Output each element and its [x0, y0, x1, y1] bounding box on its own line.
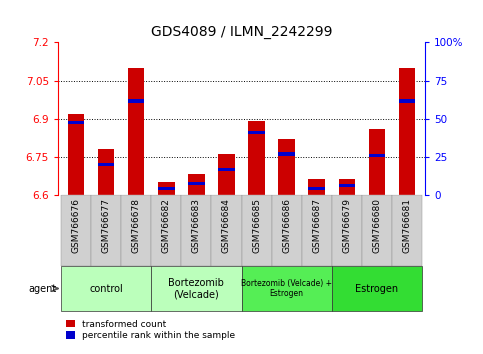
Bar: [188, 175, 205, 195]
Bar: [309, 187, 325, 190]
Bar: [188, 182, 205, 185]
FancyBboxPatch shape: [392, 195, 422, 266]
Bar: [248, 131, 265, 134]
Bar: [68, 121, 85, 124]
FancyBboxPatch shape: [91, 195, 121, 266]
FancyBboxPatch shape: [302, 195, 332, 266]
Bar: [398, 99, 415, 103]
Bar: [309, 179, 325, 195]
Text: GSM766681: GSM766681: [402, 198, 412, 253]
Text: Bortezomib
(Velcade): Bortezomib (Velcade): [169, 278, 224, 299]
FancyBboxPatch shape: [332, 195, 362, 266]
Text: GDS4089 / ILMN_2242299: GDS4089 / ILMN_2242299: [151, 25, 332, 39]
FancyBboxPatch shape: [121, 195, 151, 266]
Bar: [369, 154, 385, 157]
Bar: [278, 153, 295, 156]
Bar: [128, 68, 144, 195]
Bar: [339, 179, 355, 195]
Bar: [248, 121, 265, 195]
Bar: [98, 162, 114, 166]
FancyBboxPatch shape: [271, 195, 302, 266]
FancyBboxPatch shape: [61, 267, 151, 310]
Text: GSM766676: GSM766676: [71, 198, 81, 253]
FancyBboxPatch shape: [61, 195, 91, 266]
Bar: [339, 184, 355, 188]
Bar: [158, 187, 174, 190]
Bar: [128, 99, 144, 103]
FancyBboxPatch shape: [332, 267, 422, 310]
Text: GSM766682: GSM766682: [162, 198, 171, 253]
Text: GSM766687: GSM766687: [312, 198, 321, 253]
FancyBboxPatch shape: [212, 195, 242, 266]
Bar: [278, 139, 295, 195]
Text: Bortezomib (Velcade) +
Estrogen: Bortezomib (Velcade) + Estrogen: [241, 279, 332, 298]
Legend: transformed count, percentile rank within the sample: transformed count, percentile rank withi…: [62, 316, 239, 344]
FancyBboxPatch shape: [151, 195, 181, 266]
Bar: [218, 168, 235, 171]
Text: GSM766679: GSM766679: [342, 198, 351, 253]
Bar: [398, 68, 415, 195]
FancyBboxPatch shape: [181, 195, 212, 266]
Bar: [68, 114, 85, 195]
Text: Estrogen: Estrogen: [355, 284, 398, 293]
Text: GSM766678: GSM766678: [132, 198, 141, 253]
Bar: [218, 154, 235, 195]
Text: GSM766686: GSM766686: [282, 198, 291, 253]
Bar: [369, 129, 385, 195]
FancyBboxPatch shape: [362, 195, 392, 266]
FancyBboxPatch shape: [242, 195, 271, 266]
Bar: [98, 149, 114, 195]
Bar: [158, 182, 174, 195]
Text: GSM766683: GSM766683: [192, 198, 201, 253]
Text: GSM766685: GSM766685: [252, 198, 261, 253]
Text: GSM766680: GSM766680: [372, 198, 382, 253]
Text: GSM766684: GSM766684: [222, 198, 231, 253]
Text: agent: agent: [29, 284, 57, 293]
Text: control: control: [89, 284, 123, 293]
Text: GSM766677: GSM766677: [101, 198, 111, 253]
FancyBboxPatch shape: [151, 267, 242, 310]
FancyBboxPatch shape: [242, 267, 332, 310]
